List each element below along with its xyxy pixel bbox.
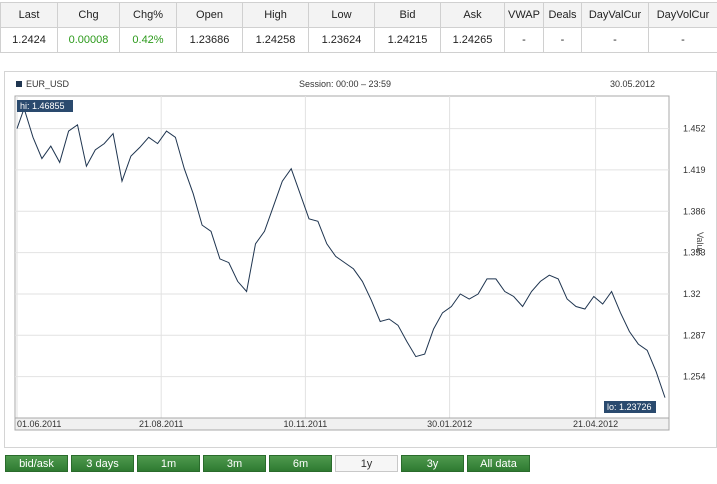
header-high: High [242,2,309,28]
value-dayvolcur: - [648,27,717,53]
y-tick-label: 1.452 [683,124,706,134]
value-open: 1.23686 [176,27,243,53]
period-button-all-data[interactable]: All data [467,455,530,472]
header-low: Low [308,2,375,28]
period-button-6m[interactable]: 6m [269,455,332,472]
period-button-3-days[interactable]: 3 days [71,455,134,472]
value-last: 1.2424 [0,27,58,53]
hi-label-box [17,100,73,112]
x-tick-label: 10.11.2011 [284,419,328,429]
period-button-1m[interactable]: 1m [137,455,200,472]
x-axis-band [14,417,670,431]
chart-session: Session: 00:00 – 23:59 [299,79,391,89]
hi-label: hi: 1.46855 [20,101,65,111]
y-axis-title: Value [695,232,705,254]
x-tick-label: 30.01.2012 [427,419,472,429]
y-tick-label: 1.353 [683,248,706,258]
period-button-1y[interactable]: 1y [335,455,398,472]
period-button-3y[interactable]: 3y [401,455,464,472]
header-open: Open [176,2,243,28]
value-bid: 1.24215 [374,27,441,53]
quote-values-row: 1.2424 0.00008 0.42% 1.23686 1.24258 1.2… [0,27,717,53]
period-button-bid-ask[interactable]: bid/ask [5,455,68,472]
x-tick-label: 21.08.2011 [139,419,183,429]
y-tick-label: 1.386 [683,206,706,216]
value-chg-pct: 0.42% [119,27,177,53]
value-deals: - [543,27,582,53]
x-tick-label: 01.06.2011 [17,419,61,429]
y-tick-label: 1.419 [683,165,706,175]
header-chg-pct: Chg% [119,2,177,28]
header-deals: Deals [543,2,582,28]
price-chart[interactable]: EUR_USD Session: 00:00 – 23:59 30.05.201… [5,72,716,447]
chart-panel[interactable]: EUR_USD Session: 00:00 – 23:59 30.05.201… [4,71,717,448]
quote-header-row: Last Chg Chg% Open High Low Bid Ask VWAP… [0,2,717,28]
price-line[interactable] [16,106,666,398]
header-dayvalcur: DayValCur [581,2,649,28]
period-selector: bid/ask 3 days 1m 3m 6m 1y 3y All data [4,455,717,472]
x-axis-ticks: 01.06.2011 21.08.2011 10.11.2011 30.01.2012… [17,419,618,429]
value-ask: 1.24265 [440,27,505,53]
lo-label: lo: 1.23726 [607,402,652,412]
value-chg: 0.00008 [57,27,120,53]
value-dayvalcur: - [581,27,649,53]
chart-symbol: EUR_USD [26,79,70,89]
header-bid: Bid [374,2,441,28]
value-high: 1.24258 [242,27,309,53]
plot-area [14,95,670,431]
chart-date: 30.05.2012 [610,79,655,89]
value-vwap: - [504,27,544,53]
header-chg: Chg [57,2,120,28]
y-axis-ticks: 1.452 1.419 1.386 1.353 1.32 1.287 1.254 [683,124,706,382]
value-low: 1.23624 [308,27,375,53]
quote-table: Last Chg Chg% Open High Low Bid Ask VWAP… [0,2,717,53]
series-marker [16,81,22,87]
grid-lines [15,96,669,418]
y-tick-label: 1.254 [683,372,706,382]
y-tick-label: 1.32 [683,289,701,299]
header-vwap: VWAP [504,2,544,28]
header-dayvolcur: DayVolCur [648,2,717,28]
period-button-3m[interactable]: 3m [203,455,266,472]
header-ask: Ask [440,2,505,28]
y-tick-label: 1.287 [683,330,706,340]
lo-label-box [604,401,656,413]
x-tick-label: 21.04.2012 [573,419,618,429]
header-last: Last [0,2,58,28]
